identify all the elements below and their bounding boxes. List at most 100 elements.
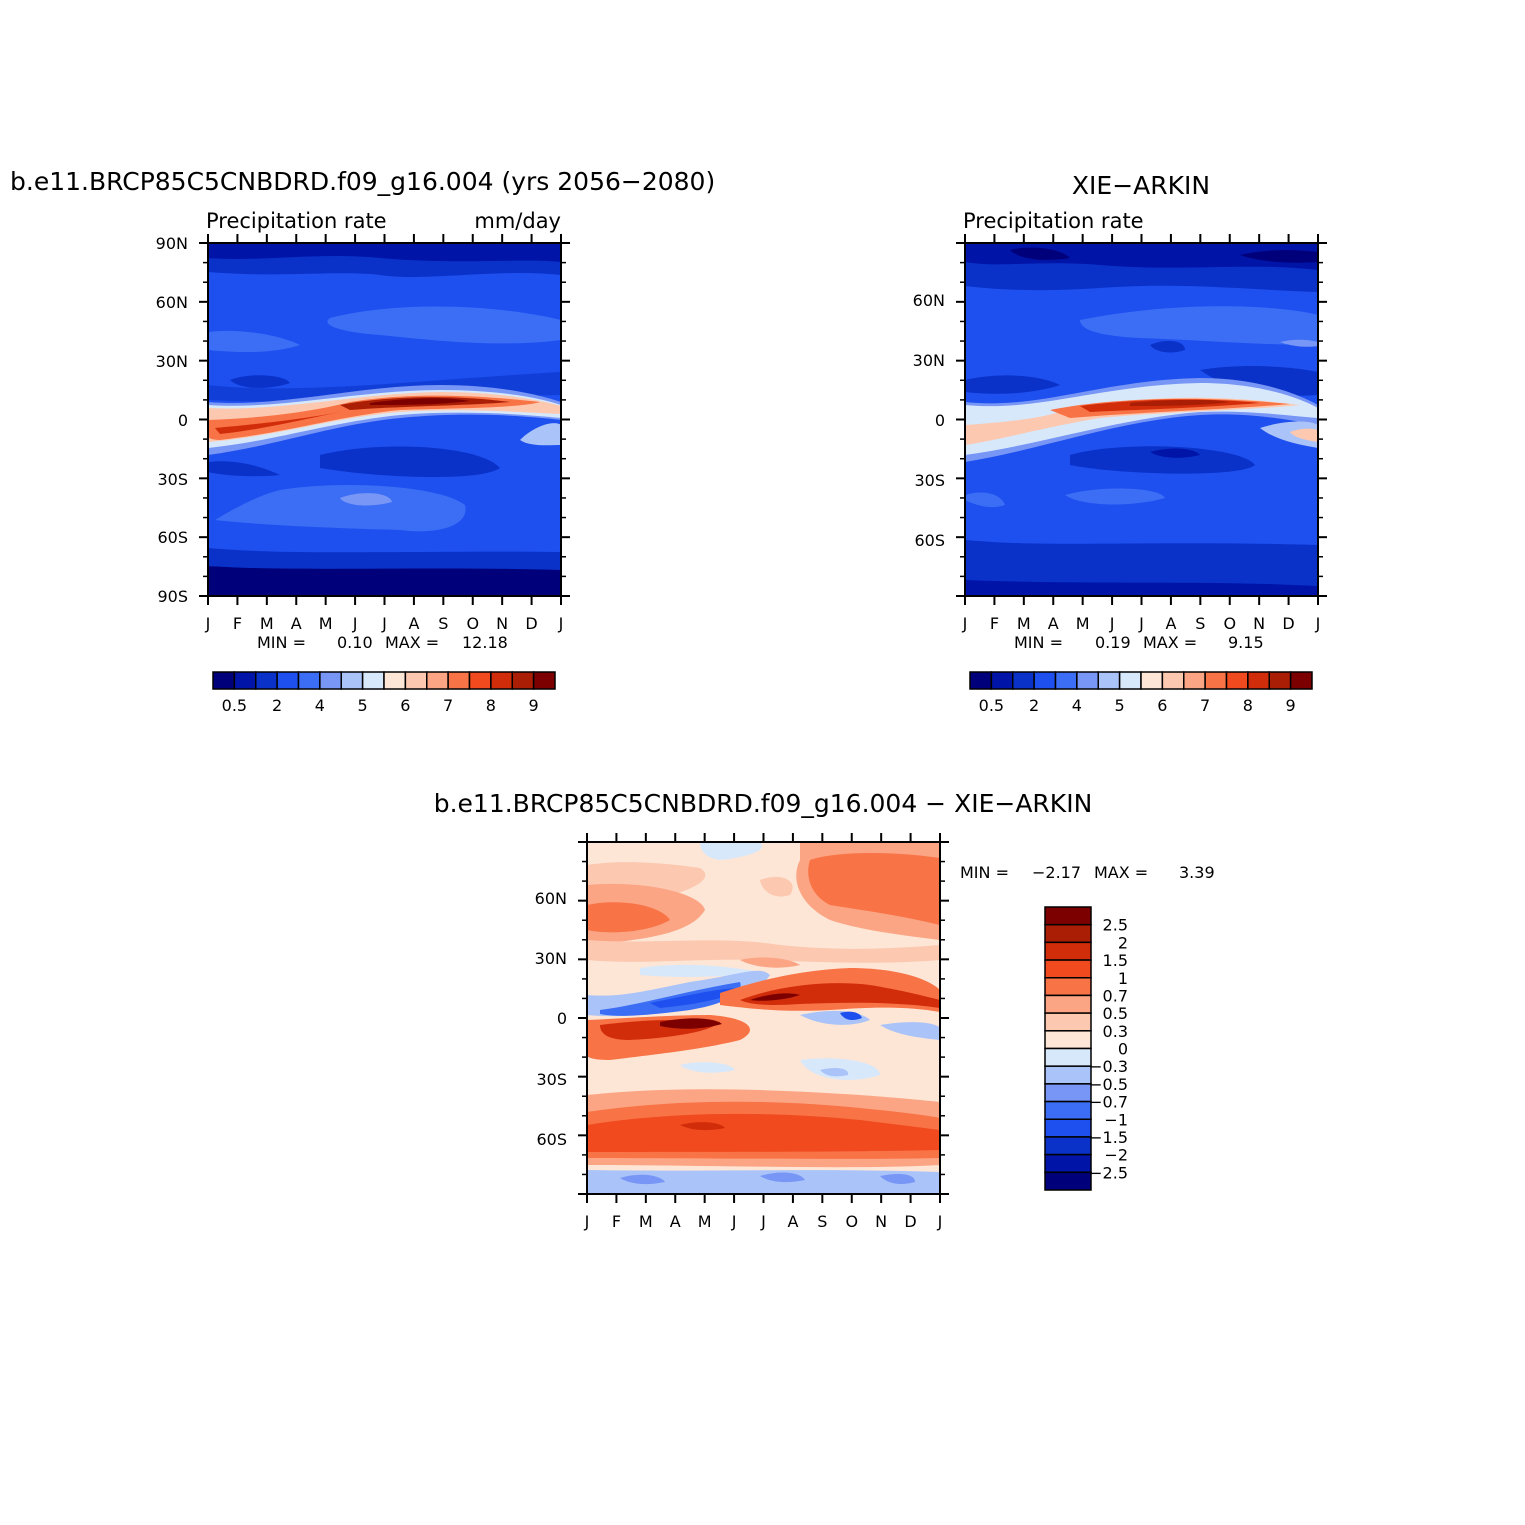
x-tick-label: M <box>1076 614 1090 633</box>
x-tick-label: A <box>291 614 302 633</box>
x-tick-label: M <box>260 614 274 633</box>
x-tick-label: O <box>1223 614 1236 633</box>
colorbar-label: 4 <box>1072 696 1082 715</box>
panel-obs-y-labels: 60N 30N 0 30S 60S <box>913 291 945 550</box>
x-tick-label: N <box>875 1212 887 1231</box>
colorbar-swatch <box>1225 671 1249 690</box>
colorbar-swatch <box>1118 671 1142 690</box>
colorbar-swatch <box>1044 1153 1092 1174</box>
x-tick-label: O <box>845 1212 858 1231</box>
colorbar-label: −1 <box>1104 1110 1128 1129</box>
x-tick-label: A <box>670 1212 681 1231</box>
colorbar-label: −0.3 <box>1089 1057 1128 1076</box>
colorbar-swatch <box>990 671 1014 690</box>
colorbar-swatch <box>1247 671 1270 690</box>
panel-diff-ytick: 60S <box>536 1130 567 1149</box>
colorbar-label: 8 <box>486 696 496 715</box>
colorbar-label: 5 <box>358 696 368 715</box>
colorbar-label: 4 <box>315 696 325 715</box>
panel-obs-ytick: 0 <box>935 411 945 430</box>
panel-obs-ytick: 30N <box>913 351 945 370</box>
colorbar-label: 0.5 <box>979 696 1004 715</box>
colorbar-swatch <box>297 671 321 690</box>
colorbar-label: −1.5 <box>1089 1128 1128 1147</box>
colorbar-swatch <box>1044 959 1092 979</box>
panel-model-subtitle-right: mm/day <box>474 209 561 233</box>
colorbar-label: 2 <box>1118 933 1128 952</box>
colorbar-swatch <box>1161 671 1185 690</box>
panel-diff: b.e11.BRCP85C5CNBDRD.f09_g16.004 − XIE−A… <box>434 789 1215 1231</box>
colorbar-swatch <box>1044 1118 1092 1138</box>
x-tick-label: J <box>731 1212 737 1231</box>
panel-model-ytick: 30N <box>156 352 188 371</box>
colorbar-swatch <box>1044 994 1092 1014</box>
x-tick-label: J <box>205 614 211 633</box>
colorbar-swatch <box>1044 1047 1092 1067</box>
x-tick-label: J <box>381 614 387 633</box>
panel-diff-max-value: 3.39 <box>1179 863 1215 882</box>
colorbar-swatch <box>1044 1030 1092 1050</box>
x-tick-label: M <box>1017 614 1031 633</box>
colorbar-swatch <box>1044 977 1092 997</box>
colorbar-swatch <box>212 671 236 690</box>
panel-diff-ytick: 30N <box>535 949 567 968</box>
panel-obs-min-label: MIN = <box>1014 633 1063 652</box>
panel-diff-stats: MIN = −2.17 MAX = 3.39 <box>960 863 1215 882</box>
colorbar-swatch <box>1012 671 1035 690</box>
panel-model-ytick: 0 <box>178 411 188 430</box>
colorbar-swatch <box>404 671 428 690</box>
panel-diff-max-label: MAX = <box>1094 863 1148 882</box>
colorbar-swatch <box>361 671 385 690</box>
colorbar-swatch <box>255 671 278 690</box>
panel-obs-max-label: MAX = <box>1143 633 1197 652</box>
panel-obs-subtitle-left: Precipitation rate <box>963 209 1144 233</box>
x-tick-label: J <box>962 614 968 633</box>
panel-diff-ytick: 30S <box>536 1070 567 1089</box>
colorbar-swatch <box>532 671 556 690</box>
colorbar-label: 2 <box>272 696 282 715</box>
panel-model-colorbar <box>212 671 556 690</box>
panel-obs-max-value: 9.15 <box>1228 633 1264 652</box>
x-tick-label: S <box>438 614 448 633</box>
colorbar-label: −2.5 <box>1089 1163 1128 1182</box>
x-tick-label: F <box>990 614 999 633</box>
colorbar-label: 6 <box>1157 696 1167 715</box>
colorbar-swatch <box>1044 1136 1092 1156</box>
x-tick-label: M <box>639 1212 653 1231</box>
colorbar-label: −0.7 <box>1089 1093 1128 1112</box>
colorbar-swatch <box>1076 671 1099 690</box>
colorbar-swatch <box>511 671 535 690</box>
panel-model: b.e11.BRCP85C5CNBDRD.f09_g16.004 (yrs 20… <box>10 167 715 715</box>
x-tick-label: A <box>1165 614 1176 633</box>
panel-model-max-label: MAX = <box>385 633 439 652</box>
colorbar-swatch <box>276 671 300 690</box>
x-tick-label: D <box>904 1212 916 1231</box>
panel-diff-ticks <box>578 833 949 1203</box>
panel-diff-colorbar <box>1044 906 1092 1191</box>
colorbar-swatch <box>383 671 407 690</box>
panel-model-ytick: 60N <box>156 293 188 312</box>
colorbar-label: 9 <box>1286 696 1296 715</box>
panel-model-stats: MIN = 0.10 MAX = 12.18 <box>257 633 508 652</box>
x-tick-label: J <box>937 1212 943 1231</box>
colorbar-label: 7 <box>443 696 453 715</box>
colorbar-swatch <box>1044 906 1092 926</box>
x-tick-label: J <box>760 1212 766 1231</box>
colorbar-label: −2 <box>1104 1146 1128 1165</box>
x-tick-label: J <box>352 614 358 633</box>
panel-diff-colorbar-labels: 2.521.510.70.50.30−0.3−0.5−0.7−1−1.5−2−2… <box>1089 916 1128 1183</box>
panel-model-ytick: 90N <box>156 234 188 253</box>
x-tick-label: F <box>612 1212 621 1231</box>
colorbar-label: −0.5 <box>1089 1075 1128 1094</box>
colorbar-swatch <box>1044 1012 1092 1032</box>
colorbar-label: 1.5 <box>1103 951 1128 970</box>
colorbar-label: 6 <box>400 696 410 715</box>
colorbar-swatch <box>233 671 257 690</box>
panel-model-subtitle-left: Precipitation rate <box>206 209 387 233</box>
colorbar-swatch <box>1097 671 1121 690</box>
panel-model-min-value: 0.10 <box>337 633 373 652</box>
colorbar-label: 0 <box>1118 1040 1128 1059</box>
panel-diff-title: b.e11.BRCP85C5CNBDRD.f09_g16.004 − XIE−A… <box>434 789 1093 818</box>
